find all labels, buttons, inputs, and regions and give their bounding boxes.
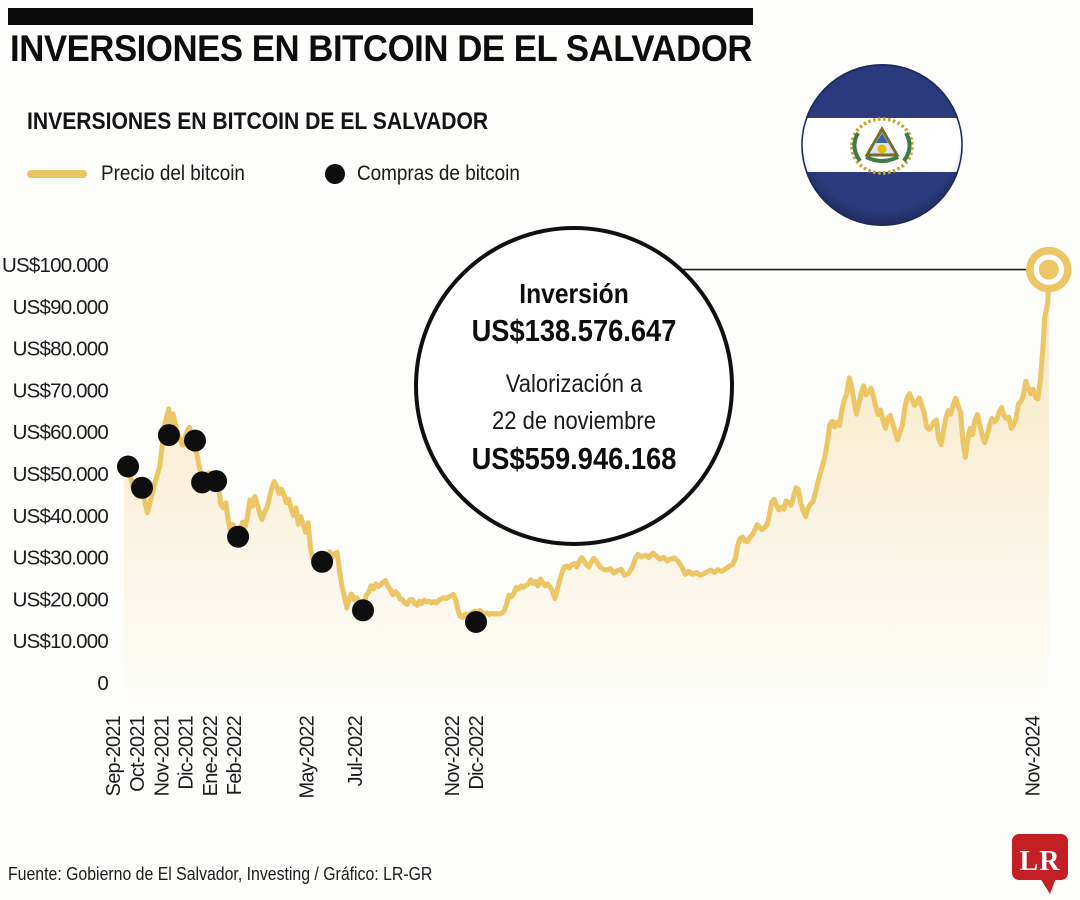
x-axis-label: Ene-2022 — [200, 715, 222, 796]
annotation-valuation-label-1: Valorización a — [505, 370, 643, 399]
lr-logo: LR — [1012, 834, 1068, 894]
el-salvador-flag-graphic — [801, 64, 963, 226]
annotation-bubble: Inversión US$138.576.647 Valorización a … — [414, 226, 734, 546]
legend-label-purchases: Compras de bitcoin — [356, 162, 520, 185]
annotation-spacer — [437, 351, 712, 366]
lr-logo-tail — [1040, 878, 1056, 894]
annotation-content: Inversión US$138.576.647 Valorización a … — [437, 276, 712, 479]
y-axis-label: US$60.000 — [13, 421, 109, 444]
y-axis-labels: US$100.000 US$90.000 US$80.000 US$70.000 US$… — [2, 254, 109, 695]
purchase-dot — [131, 476, 153, 499]
latest-price-marker — [1026, 246, 1072, 293]
page-title: INVERSIONES EN BITCOIN DE EL SALVADOR — [10, 28, 753, 69]
x-axis-label: Jul-2022 — [345, 715, 367, 786]
purchase-dot-swatch — [324, 164, 345, 184]
x-axis-label: Nov-2022 — [442, 715, 464, 796]
y-axis-label: US$70.000 — [13, 379, 109, 402]
y-axis-label: US$100.000 — [2, 254, 108, 277]
lr-logo-bubble — [1012, 834, 1068, 880]
y-axis-label: US$10.000 — [13, 630, 109, 653]
annotation-valuation-value: US$559.946.168 — [471, 440, 677, 476]
legend-label-price: Precio del bitcoin — [101, 162, 245, 185]
purchase-dot — [205, 470, 228, 493]
y-axis-label: 0 — [97, 672, 108, 695]
x-axis-label: Nov-2021 — [151, 715, 173, 796]
lr-logo-text: LR — [1020, 846, 1061, 877]
purchase-dot — [311, 550, 334, 573]
x-axis-label: Oct-2021 — [127, 715, 149, 792]
purchase-dot — [352, 599, 374, 622]
annotation-investment-value: US$138.576.647 — [471, 313, 677, 348]
x-axis-label: Feb-2022 — [224, 715, 246, 795]
source-credit: Fuente: Gobierno de El Salvador, Investi… — [8, 864, 433, 884]
price-line — [121, 267, 1052, 620]
el-salvador-flag — [800, 63, 964, 227]
purchase-dot — [465, 611, 487, 633]
marker-inner-dot — [1038, 259, 1059, 280]
purchase-dots — [117, 424, 487, 633]
chart-legend: Precio del bitcoin Compras de bitcoin — [27, 162, 538, 186]
price-line-swatch — [27, 170, 87, 178]
legend-item-price: Precio del bitcoin — [27, 162, 261, 186]
y-axis-label: US$50.000 — [13, 463, 109, 486]
x-axis-label: Sep-2021 — [103, 715, 125, 796]
chart-title: INVERSIONES EN BITCOIN DE EL SALVADOR — [27, 108, 489, 135]
y-axis-label: US$40.000 — [13, 505, 109, 528]
x-axis-label: May-2022 — [297, 715, 319, 798]
purchase-dot — [117, 455, 139, 478]
y-axis-label: US$30.000 — [13, 547, 109, 570]
x-axis-label: Dic-2021 — [176, 715, 198, 789]
price-line-path — [121, 267, 1052, 620]
purchase-dot — [184, 429, 206, 452]
annotation-title: Inversión — [519, 278, 629, 309]
y-axis-label: US$90.000 — [13, 296, 109, 319]
top-accent-bar — [8, 8, 753, 25]
purchase-dot — [227, 525, 250, 548]
x-axis-label: Nov-2024 — [1023, 715, 1045, 796]
y-axis-label: US$80.000 — [13, 338, 109, 361]
legend-item-purchases: Compras de bitcoin — [324, 162, 538, 186]
x-axis-label: Dic-2022 — [466, 715, 488, 789]
purchase-dot — [157, 424, 180, 447]
x-axis-labels: Sep-2021 Oct-2021 Nov-2021 Dic-2021 Ene-2022… — [103, 715, 1045, 798]
annotation-valuation-label-2: 22 de noviembre — [492, 406, 656, 435]
y-axis-label: US$20.000 — [13, 588, 109, 611]
